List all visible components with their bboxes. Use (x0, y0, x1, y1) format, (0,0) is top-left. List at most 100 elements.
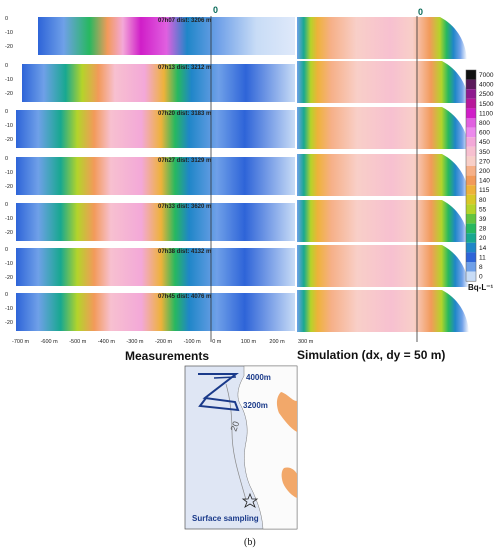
y-tick-label: 0 (5, 109, 8, 115)
strip-heatmap (16, 293, 295, 331)
legend-level-label: 8 (479, 264, 483, 271)
strip-6: 07h45 dist: 4076 m 0 -10 -20 (5, 292, 295, 331)
y-tick-label: -10 (5, 261, 13, 267)
strip-heatmap (16, 110, 295, 148)
legend-swatch (466, 127, 476, 138)
legend-swatch (466, 108, 476, 118)
y-tick-label: 0 (5, 292, 8, 298)
sim-strip-3 (297, 154, 469, 196)
y-tick-label: -10 (5, 123, 13, 129)
legend-swatch (466, 252, 476, 262)
x-tick-label: -100 m (184, 339, 202, 345)
map-track (198, 373, 240, 412)
legend-level-label: 28 (479, 226, 487, 233)
simulation-panel (297, 17, 469, 332)
strip-title: 07h13 dist: 3212 m (158, 65, 211, 71)
legend-swatch (466, 233, 476, 243)
figure-caption: (b) (244, 537, 256, 548)
sim-heatmap (297, 154, 469, 196)
y-tick-label: 0 (5, 63, 8, 69)
map-city-south (281, 467, 297, 498)
sim-strip-1 (297, 61, 469, 103)
strip-title: 07h27 dist: 3129 m (158, 158, 211, 164)
sim-heatmap (297, 61, 469, 103)
legend-level-label: 11 (479, 254, 486, 261)
y-tick-label: 0 (5, 247, 8, 253)
strip-4: 07h33 dist: 3620 m 0 -10 -20 (5, 202, 295, 241)
x-tick-label: -400 m (98, 339, 116, 345)
strip-heatmap (16, 248, 295, 286)
y-tick-label: -20 (5, 44, 13, 50)
legend-level-label: 600 (479, 130, 490, 137)
legend-level-label: 450 (479, 139, 490, 146)
x-tick-label: 300 m (298, 339, 314, 345)
legend-unit: Bq-L⁻¹ (468, 283, 493, 292)
map-label-4000: 4000m (246, 373, 271, 382)
strip-1: 07h13 dist: 3212 m 0 -10 -20 (5, 63, 295, 102)
legend-swatch (466, 118, 476, 128)
legend-swatch (466, 271, 476, 282)
legend-swatch (466, 156, 476, 166)
zero-label-simulation: 0 (418, 7, 423, 17)
y-tick-label: -20 (5, 275, 13, 281)
legend-level-label: 1100 (479, 110, 493, 117)
legend-level-label: 1500 (479, 101, 494, 108)
legend-level-label: 39 (479, 216, 487, 223)
sim-strip-4 (297, 200, 469, 242)
location-map: 4000m 3200m 20 Surface sampling (184, 365, 298, 530)
sim-strip-6 (297, 290, 469, 332)
legend-swatch (466, 98, 476, 109)
sim-strip-0 (297, 17, 467, 59)
legend-level-label: 80 (479, 197, 487, 204)
legend-level-label: 2500 (479, 91, 494, 98)
y-tick-label: -10 (5, 77, 13, 83)
x-axis: -700 m -600 m -500 m -400 m -300 m -200 m -100… (12, 339, 314, 345)
legend-level-label: 0 (479, 274, 483, 281)
sim-heatmap (297, 107, 469, 149)
surface-sampling-star-icon (241, 492, 259, 508)
strip-0: 07h07 dist: 3206 m 0 -10 -20 (5, 16, 295, 55)
y-tick-label: -20 (5, 184, 13, 190)
y-tick-label: 0 (5, 202, 8, 208)
y-tick-label: -20 (5, 91, 13, 97)
strip-title: 07h07 dist: 3206 m (158, 18, 211, 24)
measurements-label: Measurements (125, 349, 209, 363)
zero-label-measurements: 0 (213, 5, 218, 15)
legend-level-label: 115 (479, 187, 490, 194)
y-tick-label: -20 (5, 230, 13, 236)
strip-heatmap (16, 157, 295, 195)
strip-title: 07h20 dist: 3183 m (158, 111, 211, 117)
legend-swatch (466, 137, 476, 147)
strip-heatmap (16, 203, 295, 241)
legend-swatch (466, 204, 476, 214)
map-city-north (276, 392, 297, 432)
legend-level-label: 55 (479, 206, 487, 213)
sim-strip-5 (297, 245, 469, 287)
legend-level-label: 4000 (479, 82, 494, 89)
map-isobath-20 (225, 383, 247, 501)
legend-level-label: 350 (479, 149, 490, 156)
legend-level-label: 270 (479, 158, 490, 165)
strip-2: 07h20 dist: 3183 m 0 -10 -20 (5, 109, 295, 148)
strip-title: 07h45 dist: 4076 m (158, 294, 211, 300)
legend-swatch (466, 194, 476, 205)
legend-frame (465, 69, 477, 282)
y-tick-label: -10 (5, 306, 13, 312)
legend-level-label: 14 (479, 245, 487, 252)
legend-swatch (466, 175, 476, 186)
strip-heatmap (22, 64, 295, 102)
sim-heatmap (297, 290, 469, 332)
x-tick-label: -500 m (69, 339, 87, 345)
x-tick-label: -200 m (155, 339, 173, 345)
x-tick-label: 100 m (241, 339, 257, 345)
x-tick-label: -600 m (41, 339, 59, 345)
strip-3: 07h27 dist: 3129 m 0 -10 -20 (5, 156, 295, 195)
legend-swatch (466, 223, 476, 234)
strip-heatmap (38, 17, 295, 55)
y-tick-label: 0 (5, 156, 8, 162)
strip-title: 07h38 dist: 4132 m (158, 249, 211, 255)
legend-swatch (466, 214, 476, 224)
map-isobath-label: 20 (228, 420, 241, 433)
sim-strip-2 (297, 107, 469, 149)
sim-heatmap (297, 245, 469, 287)
